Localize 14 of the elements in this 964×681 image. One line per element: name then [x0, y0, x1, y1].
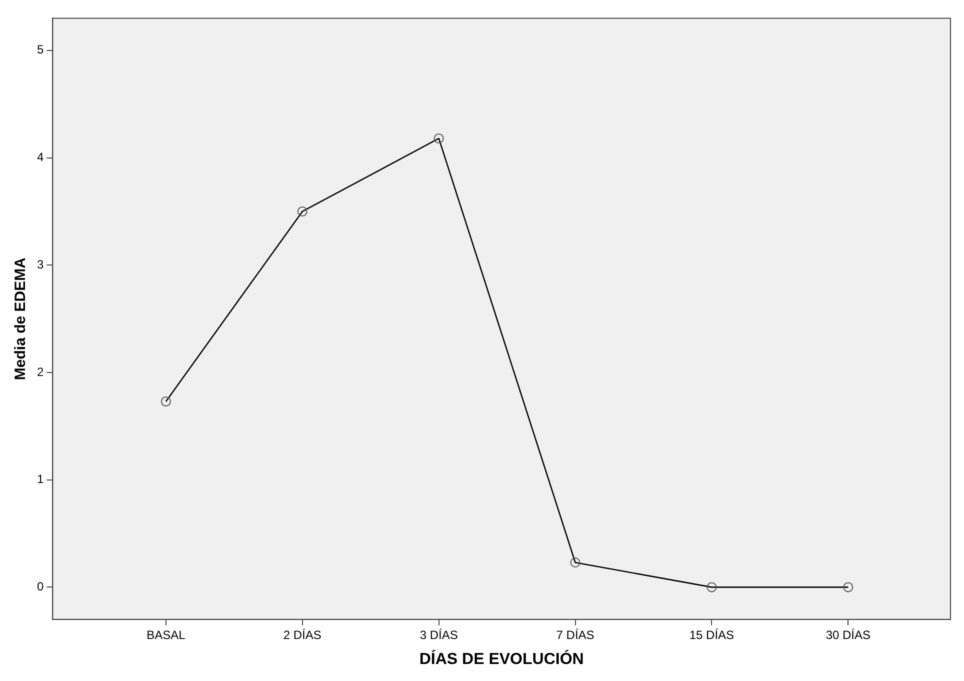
- y-tick-label: 5: [36, 42, 44, 57]
- y-tick-label: 1: [36, 472, 44, 486]
- x-tick-label: 30 DÍAS: [826, 628, 871, 642]
- y-tick-label: 4: [36, 150, 44, 164]
- y-tick-label: 2: [36, 364, 44, 379]
- x-tick-label: 7 DÍAS: [556, 628, 594, 642]
- y-tick-label: 0: [36, 580, 44, 594]
- x-tick-label: 15 DÍAS: [689, 628, 734, 642]
- x-tick-label: 2 DÍAS: [283, 628, 322, 642]
- x-tick-label: BASAL: [146, 628, 186, 642]
- y-tick-label: 3: [36, 257, 44, 272]
- x-axis-title: DÍAS DE EVOLUCIÓN: [419, 648, 584, 668]
- x-tick-label: 3 DÍAS: [420, 628, 458, 642]
- y-axis-title: Media de EDEMA: [12, 257, 30, 380]
